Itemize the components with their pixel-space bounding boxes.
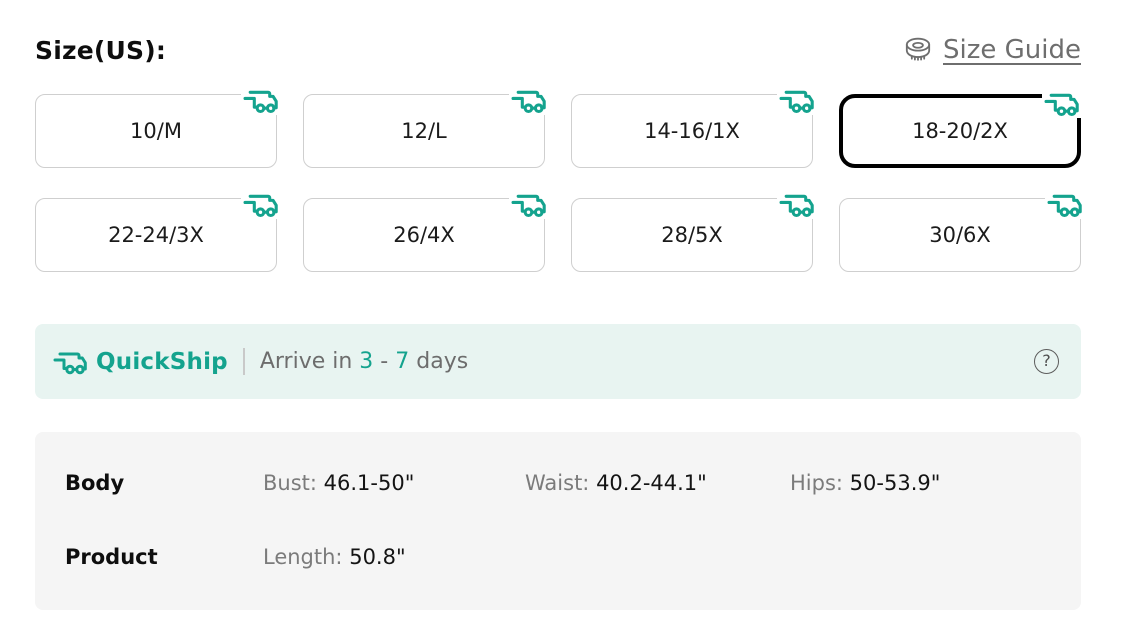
dash: - (380, 349, 389, 374)
size-options-grid: 10/M 12/L 14-16/1X 18-20/2X 22-24/3X 26/… (35, 86, 1086, 272)
question-circle-icon[interactable]: ? (1034, 349, 1059, 374)
size-option-30-6x[interactable]: 30/6X (839, 190, 1086, 272)
divider (242, 348, 245, 375)
row-label: Body (65, 471, 125, 495)
quickship-truck-icon (1045, 190, 1086, 219)
length-measurement: Length: 50.8" (263, 545, 406, 569)
quickship-truck-icon (777, 190, 818, 219)
quickship-banner: QuickShip Arrive in 3 - 7 days ? (35, 324, 1081, 399)
arrive-suffix: days (416, 349, 469, 374)
size-option-label: 30/6X (929, 223, 991, 247)
truck-icon (53, 348, 89, 376)
size-header: Size(US): Size Guide (35, 34, 1081, 66)
size-option-label: 14-16/1X (644, 119, 740, 143)
size-option-18-20-2x[interactable]: 18-20/2X (839, 89, 1083, 168)
body-measurements-row: Body Bust: 46.1-50" Waist: 40.2-44.1" Hi… (65, 470, 1051, 496)
size-label: Size(US): (35, 35, 167, 65)
quickship-truck-icon (1042, 89, 1083, 118)
hips-measurement: Hips: 50-53.9" (790, 471, 941, 495)
size-option-28-5x[interactable]: 28/5X (571, 190, 818, 272)
size-option-12l[interactable]: 12/L (303, 86, 550, 168)
size-guide-link[interactable]: Size Guide (902, 35, 1081, 65)
size-option-label: 18-20/2X (912, 119, 1008, 143)
quickship-truck-icon (509, 86, 550, 115)
arrive-prefix: Arrive in (259, 349, 353, 374)
measuring-tape-icon (902, 36, 934, 64)
quickship-truck-icon (509, 190, 550, 219)
bust-measurement: Bust: 46.1-50" (263, 471, 415, 495)
size-option-label: 10/M (130, 119, 182, 143)
size-option-10m[interactable]: 10/M (35, 86, 282, 168)
size-option-26-4x[interactable]: 26/4X (303, 190, 550, 272)
size-option-label: 26/4X (393, 223, 455, 247)
size-option-label: 12/L (401, 119, 447, 143)
days-from: 3 (359, 349, 374, 374)
product-measurements-row: Product Length: 50.8" (65, 544, 1051, 570)
days-to: 7 (395, 349, 410, 374)
arrival-estimate: Arrive in 3 - 7 days (260, 349, 468, 374)
row-label: Product (65, 545, 158, 569)
quickship-truck-icon (241, 86, 282, 115)
quickship-truck-icon (241, 190, 282, 219)
size-option-label: 28/5X (661, 223, 723, 247)
size-selector-section: Size(US): Size Guide 10/M 12/L 14- (35, 34, 1086, 610)
size-option-label: 22-24/3X (108, 223, 204, 247)
quickship-brand: QuickShip (96, 348, 228, 375)
size-guide-label: Size Guide (943, 35, 1081, 65)
size-option-14-16-1x[interactable]: 14-16/1X (571, 86, 818, 168)
quickship-truck-icon (777, 86, 818, 115)
size-option-22-24-3x[interactable]: 22-24/3X (35, 190, 282, 272)
waist-measurement: Waist: 40.2-44.1" (525, 471, 707, 495)
measurements-panel: Body Bust: 46.1-50" Waist: 40.2-44.1" Hi… (35, 432, 1081, 610)
